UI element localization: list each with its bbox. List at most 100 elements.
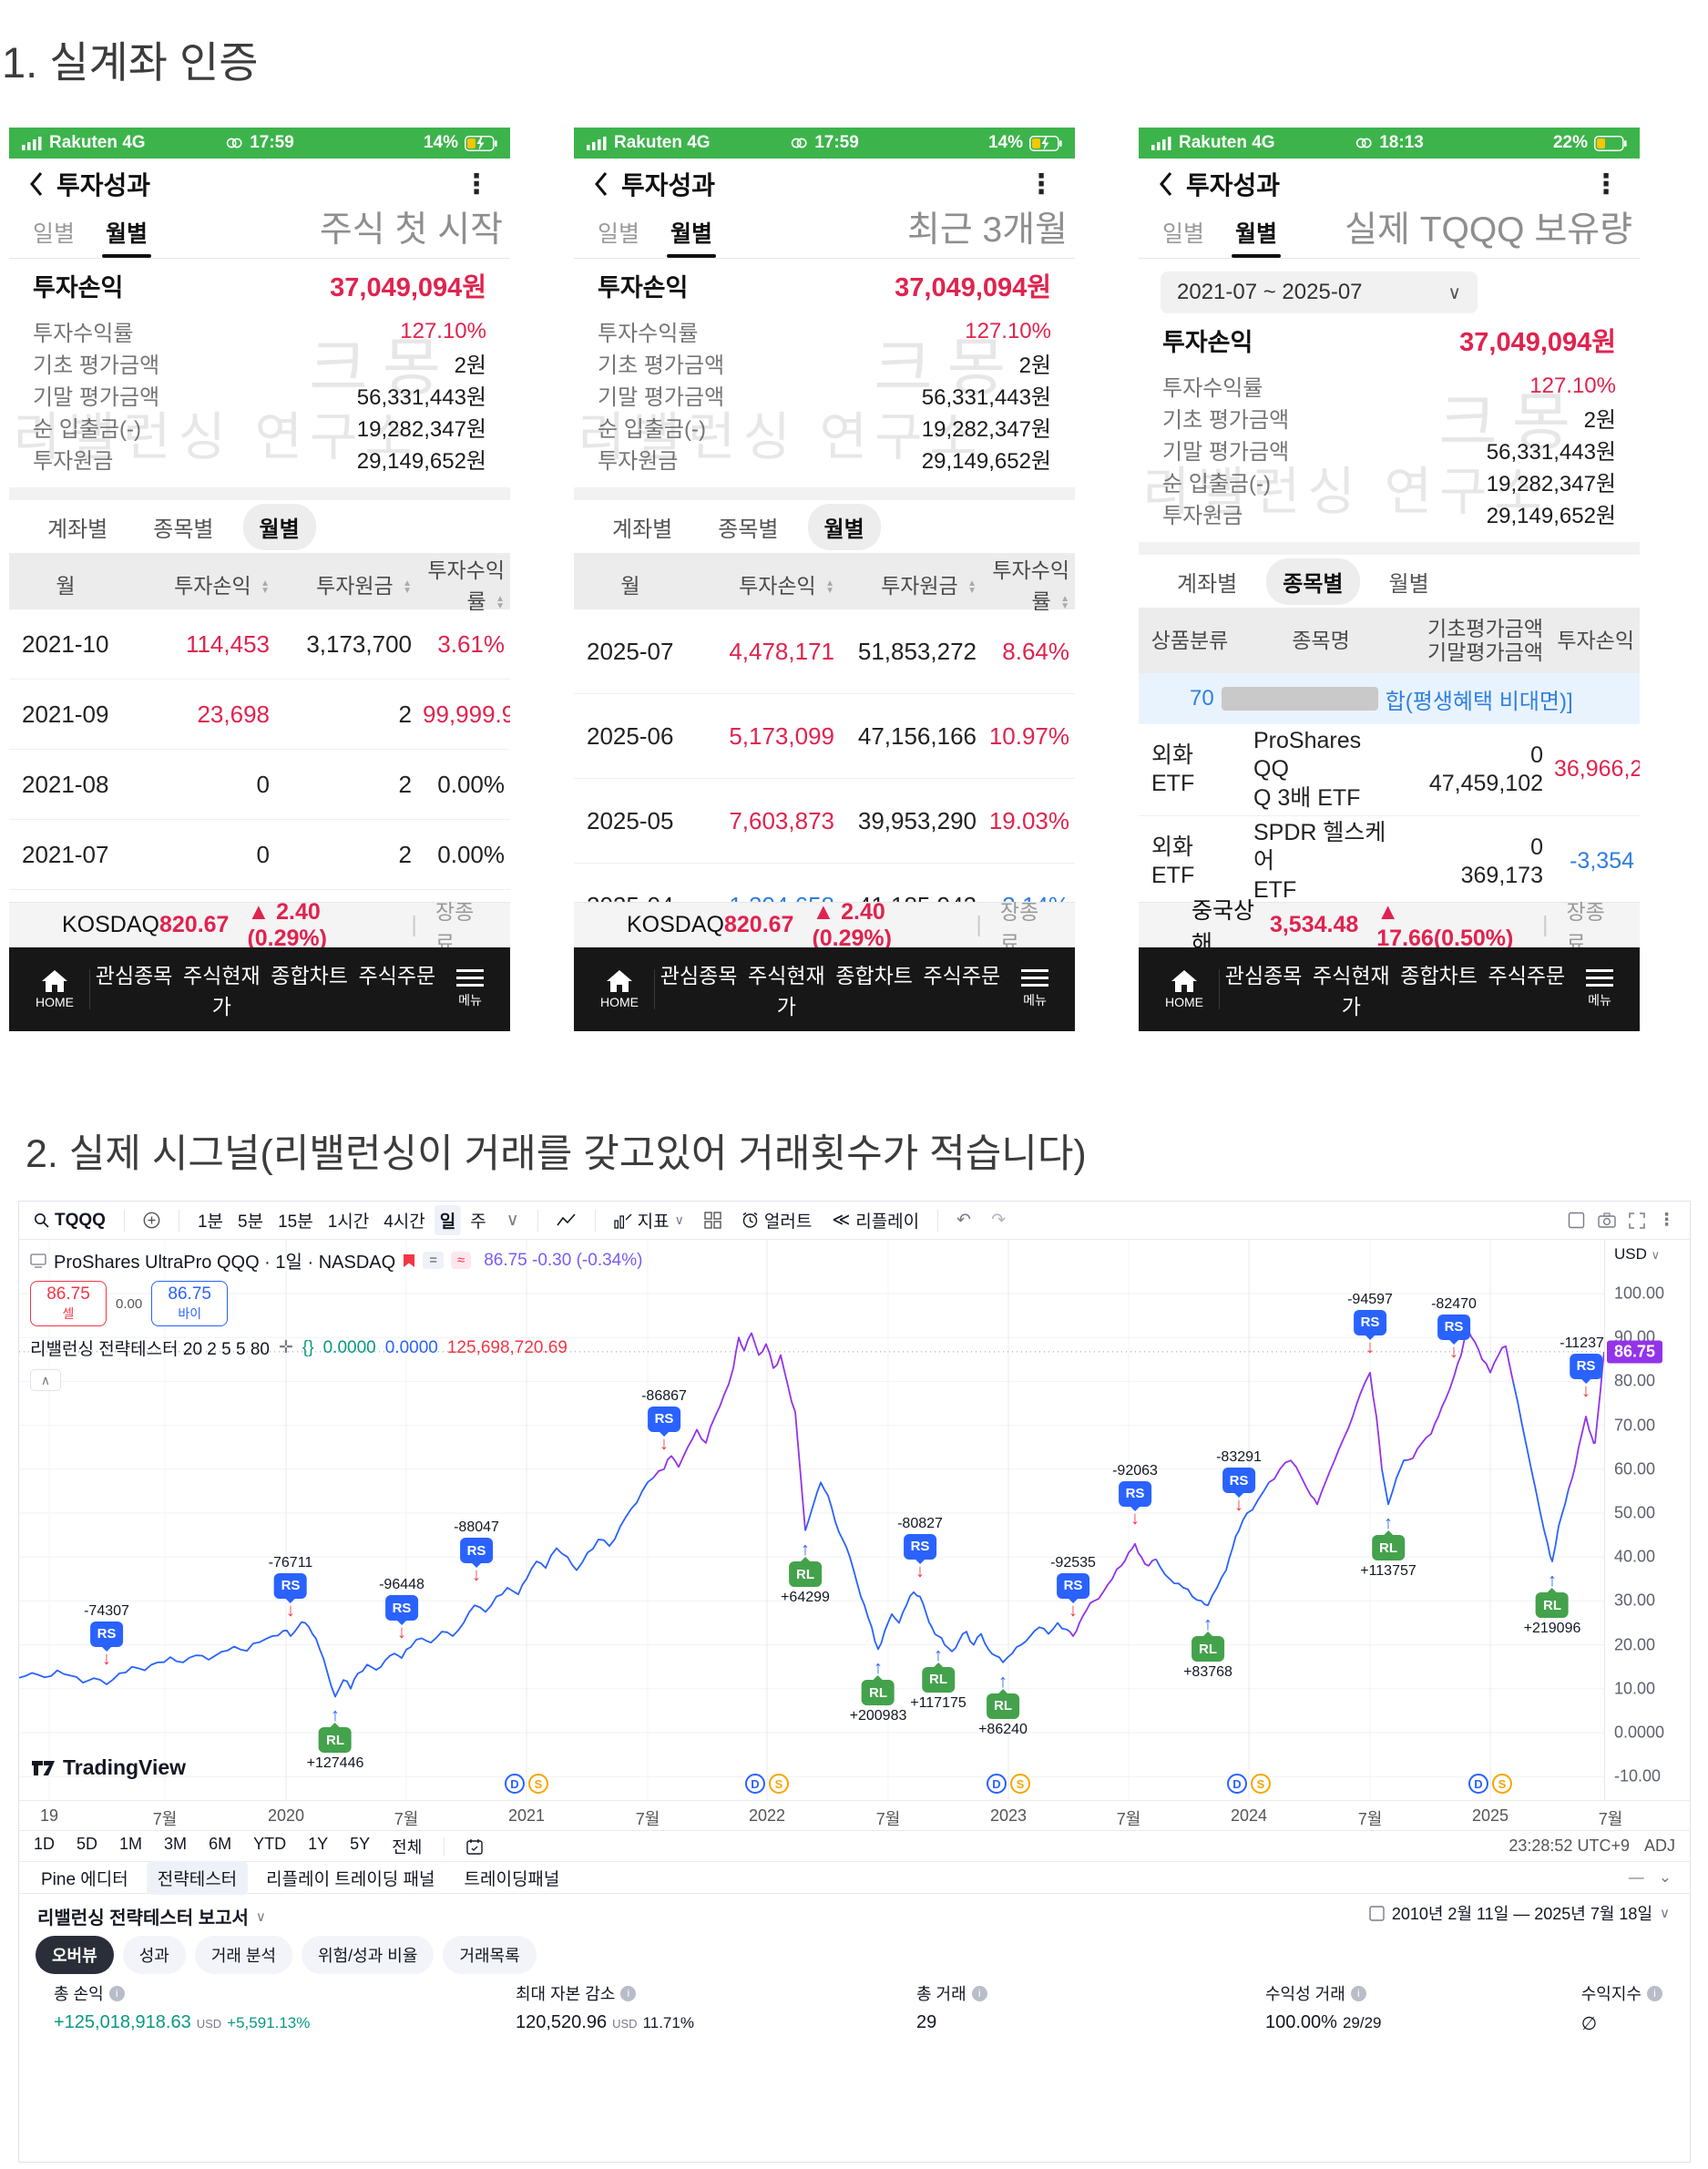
nav-item-주식현재가[interactable]: 주식현재가 [748, 964, 825, 1018]
approx-toggle[interactable]: ≈ [450, 1252, 472, 1269]
subtab-종목별[interactable]: 종목별 [153, 517, 214, 542]
nav-item-종합차트[interactable]: 종합차트 [1400, 964, 1478, 987]
redo-button[interactable]: ↷ [991, 1211, 1006, 1230]
nav-item-주식주문[interactable]: 주식주문 [923, 964, 1001, 987]
nav-menu-button[interactable]: 메뉴 [1570, 969, 1629, 1009]
back-chevron-icon[interactable] [29, 171, 44, 197]
nav-item-주식주문[interactable]: 주식주문 [358, 964, 436, 987]
buy-signal-marker[interactable]: ↑ RL +86240 [978, 1671, 1028, 1737]
clock-time[interactable]: 23:28:52 UTC+9 [1509, 1836, 1630, 1855]
symbol-search[interactable]: TQQQ [28, 1208, 111, 1233]
panel-tab-Pine 에디터[interactable]: Pine 에디터 [41, 1869, 128, 1889]
nav-item-관심종목[interactable]: 관심종목 [660, 964, 738, 987]
report-pill-오버뷰[interactable]: 오버뷰 [36, 1936, 114, 1974]
subtab-계좌별[interactable]: 계좌별 [1177, 571, 1238, 597]
screenshot-camera-icon[interactable] [1598, 1212, 1616, 1228]
sell-signal-marker[interactable]: -86867 RS ↓ [641, 1387, 687, 1454]
sell-signal-marker[interactable]: -82470 RS ↓ [1431, 1295, 1477, 1362]
nav-item-관심종목[interactable]: 관심종목 [95, 964, 173, 987]
table-row[interactable]: 2021-10 114,453 3,173,700 3.61% [9, 609, 510, 680]
interval-일[interactable]: 일 [434, 1205, 462, 1235]
flag-bookmark-icon[interactable] [403, 1253, 415, 1268]
report-pill-거래 분석[interactable]: 거래 분석 [194, 1936, 293, 1974]
more-options-icon[interactable]: ⋮ [1658, 1211, 1675, 1230]
subtab-계좌별[interactable]: 계좌별 [47, 517, 108, 542]
sell-signal-marker[interactable]: -83291 RS ↓ [1216, 1449, 1262, 1516]
nav-item-관심종목[interactable]: 관심종목 [1224, 964, 1303, 987]
strategy-plus-icon[interactable]: ✛ [278, 1338, 293, 1357]
subtab-종목별[interactable]: 종목별 [718, 517, 779, 542]
buy-signal-marker[interactable]: ↑ RL +200983 [849, 1658, 907, 1724]
report-pill-위험/성과 비율[interactable]: 위험/성과 비율 [302, 1936, 435, 1974]
nav-item-주식현재가[interactable]: 주식현재가 [1313, 964, 1390, 1018]
tab-monthly[interactable]: 월별 [1232, 216, 1282, 258]
subtab-월별[interactable]: 월별 [242, 503, 316, 550]
nav-item-주식주문[interactable]: 주식주문 [1488, 964, 1566, 987]
nav-home-button[interactable]: HOME [585, 969, 654, 1009]
interval-1시간[interactable]: 1시간 [327, 1212, 370, 1232]
interval-15분[interactable]: 15분 [278, 1212, 313, 1232]
table-row[interactable]: 2025-06 5,173,099 47,156,166 10.97% [574, 694, 1075, 779]
nav-home-button[interactable]: HOME [20, 969, 89, 1009]
symbol-title[interactable]: ProShares UltraPro QQQ · 1일 · NASDAQ [54, 1253, 396, 1273]
report-pill-성과[interactable]: 성과 [122, 1936, 186, 1974]
nav-menu-button[interactable]: 메뉴 [441, 969, 499, 1009]
ohlc-toggle[interactable]: = [423, 1252, 444, 1269]
range-3M[interactable]: 3M [164, 1834, 188, 1853]
info-icon[interactable]: i [620, 1985, 637, 2001]
buy-signal-marker[interactable]: ↑ RL +127446 [306, 1705, 364, 1772]
fullscreen-icon[interactable] [1629, 1212, 1645, 1229]
nav-menu-button[interactable]: 메뉴 [1006, 969, 1064, 1009]
account-row[interactable]: 70 합(평생혜택 비대면)] [1139, 673, 1640, 724]
nav-home-button[interactable]: HOME [1150, 969, 1219, 1009]
table-row[interactable]: 외화ETF SPDR 헬스케어 ETF 0 369,173 -3,354 [1139, 816, 1640, 908]
interval-4시간[interactable]: 4시간 [384, 1212, 425, 1232]
info-icon[interactable]: i [971, 1985, 987, 2001]
buy-signal-marker[interactable]: ↑ RL +64299 [781, 1540, 830, 1606]
compare-add-button[interactable] [138, 1209, 166, 1232]
subtab-계좌별[interactable]: 계좌별 [612, 517, 673, 542]
panel-expand-icon[interactable]: ⌄ [1658, 1868, 1672, 1886]
column-header[interactable]: 투자원금 ▲ ▼ [881, 574, 977, 598]
column-header[interactable]: 투자수익률 ▲ ▼ [992, 558, 1069, 613]
nav-item-종합차트[interactable]: 종합차트 [271, 964, 348, 987]
adj-toggle[interactable]: ADJ [1643, 1836, 1675, 1855]
interval-주[interactable]: 주 [470, 1212, 486, 1232]
interval-1분[interactable]: 1분 [197, 1212, 224, 1232]
sell-signal-marker[interactable]: -96448 RS ↓ [379, 1577, 424, 1643]
more-menu-icon[interactable]: ⋮ [1592, 169, 1620, 200]
layout-single-icon[interactable] [1568, 1212, 1585, 1229]
report-title[interactable]: 리밸런싱 전략테스터 보고서 ∨ [37, 1908, 266, 1929]
range-5Y[interactable]: 5Y [350, 1834, 371, 1853]
range-1M[interactable]: 1M [119, 1834, 143, 1853]
back-chevron-icon[interactable] [594, 171, 609, 197]
time-axis[interactable]: 19 7월 2020 7월 2021 7월 2022 7월 2023 7월 2024 7월 2025 7월 [19, 1800, 1690, 1830]
table-row[interactable]: 2021-08 0 2 0.00% [9, 750, 510, 820]
strategy-title[interactable]: 리밸런싱 전략테스터 20 2 5 5 80 [30, 1340, 270, 1359]
panel-tab-리플레이 트레이딩 패널[interactable]: 리플레이 트레이딩 패널 [266, 1869, 435, 1889]
main-chart[interactable]: ProShares UltraPro QQQ · 1일 · NASDAQ = ≈… [19, 1240, 1690, 1800]
buy-signal-marker[interactable]: ↑ RL +117175 [910, 1644, 967, 1711]
back-chevron-icon[interactable] [1159, 171, 1173, 197]
tab-monthly[interactable]: 월별 [667, 216, 717, 258]
layout-grid-button[interactable] [699, 1209, 727, 1232]
alert-button[interactable]: 얼러트 [736, 1205, 817, 1235]
chart-type-button[interactable] [551, 1210, 582, 1232]
table-row[interactable]: 2021-09 23,698 2 99,999.99% [9, 680, 510, 750]
buy-signal-marker[interactable]: ↑ RL +113757 [1360, 1513, 1417, 1580]
table-row[interactable]: 2021-07 0 2 0.00% [9, 820, 510, 890]
column-header[interactable]: 투자손익 ▲ ▼ [739, 574, 834, 598]
sell-signal-marker[interactable]: -92535 RS ↓ [1050, 1554, 1096, 1621]
replay-button[interactable]: ≪ 리플레이 [832, 1211, 920, 1232]
strategy-source-icon[interactable]: {} [302, 1337, 314, 1357]
table-row[interactable]: 2025-05 7,603,873 39,953,290 19.03% [574, 779, 1075, 864]
info-icon[interactable]: i [1647, 1985, 1662, 2001]
sell-signal-marker[interactable]: -88047 RS ↓ [454, 1519, 499, 1586]
column-header[interactable]: 투자수익률 ▲ ▼ [427, 558, 505, 613]
tab-daily[interactable]: 일별 [1162, 221, 1205, 247]
price-scale-currency[interactable]: USD ∨ [1614, 1245, 1661, 1263]
sell-signal-marker[interactable]: -80827 RS ↓ [897, 1515, 943, 1581]
column-header[interactable]: 투자손익 ▲ ▼ [174, 574, 270, 598]
